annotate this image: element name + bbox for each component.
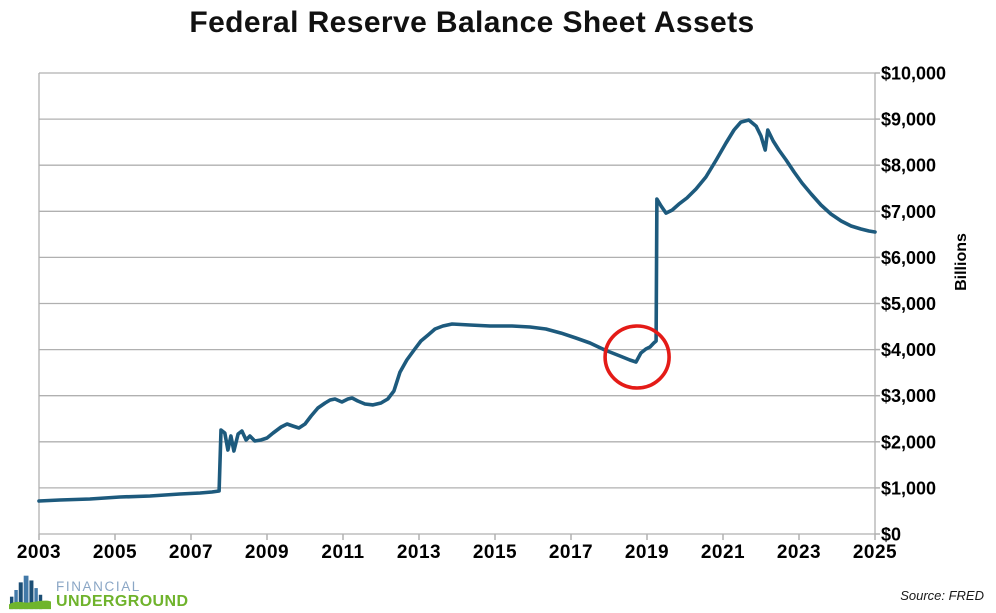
x-tick-label: 2007 xyxy=(169,542,213,563)
y-tick-label: $5,000 xyxy=(881,294,936,314)
y-tick-label: $0 xyxy=(881,525,901,545)
highlight-circle-annotation xyxy=(603,324,671,390)
financial-underground-logo: FINANCIAL UNDERGROUND xyxy=(9,570,188,610)
y-axis-title: Billions xyxy=(953,233,970,291)
x-tick-label: 2023 xyxy=(777,542,821,563)
x-tick-label: 2005 xyxy=(93,542,137,563)
logo-text-underground: UNDERGROUND xyxy=(56,593,189,610)
y-tick-label: $4,000 xyxy=(881,340,936,360)
x-tick-label: 2025 xyxy=(853,542,897,563)
y-tick-label: $8,000 xyxy=(881,156,936,176)
y-tick-label: $2,000 xyxy=(881,432,936,452)
data-line-fed-assets xyxy=(37,118,877,503)
x-tick-label: 2003 xyxy=(17,542,61,563)
x-tick-label: 2009 xyxy=(245,542,289,563)
y-tick-label: $7,000 xyxy=(881,202,936,222)
x-tick-label: 2019 xyxy=(625,542,669,563)
chart-title: Federal Reserve Balance Sheet Assets xyxy=(189,6,755,39)
x-tick-label: 2013 xyxy=(397,542,441,563)
y-tick-label: $10,000 xyxy=(881,64,946,84)
y-tick-label: $6,000 xyxy=(881,248,936,268)
skyline-logo-icon xyxy=(9,575,51,610)
y-tick-label: $3,000 xyxy=(881,386,936,406)
y-tick-label: $1,000 xyxy=(881,478,936,498)
x-tick-label: 2015 xyxy=(473,542,517,563)
x-tick-label: 2011 xyxy=(321,542,364,563)
x-tick-label: 2017 xyxy=(549,542,593,563)
logo-text-financial: FINANCIAL xyxy=(56,578,141,594)
source-credit: Source: FRED xyxy=(900,588,984,603)
y-tick-label: $9,000 xyxy=(881,110,936,130)
x-tick-label: 2021 xyxy=(701,542,745,563)
